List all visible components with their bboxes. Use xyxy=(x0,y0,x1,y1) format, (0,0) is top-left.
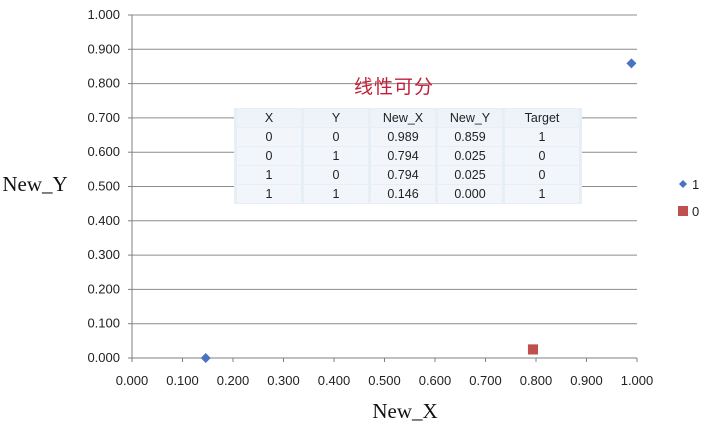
y-axis-title: New_Y xyxy=(2,172,67,196)
table-row: 0 0 0.989 0.859 1 xyxy=(237,128,579,146)
chart-title: 线性可分 xyxy=(354,76,434,98)
x-tick-label: 0.200 xyxy=(217,373,250,388)
x-tick-label: 0.100 xyxy=(166,373,199,388)
table-header-new-y: New_Y xyxy=(438,109,502,127)
x-tick-label: 0.700 xyxy=(469,373,502,388)
table-cell: 0.859 xyxy=(438,128,502,146)
y-tick-label: 0.500 xyxy=(87,179,120,194)
x-tick-label: 0.600 xyxy=(419,373,452,388)
x-tick-label: 0.900 xyxy=(570,373,603,388)
table-cell: 0.989 xyxy=(371,128,435,146)
table-cell: 0 xyxy=(505,166,579,184)
x-tick-label: 0.500 xyxy=(368,373,401,388)
table-header-target: Target xyxy=(505,109,579,127)
table-header-new-x: New_X xyxy=(371,109,435,127)
table-header-y: Y xyxy=(304,109,368,127)
y-tick-label: 0.900 xyxy=(87,41,120,56)
table-header-x: X xyxy=(237,109,301,127)
y-tick-label: 0.700 xyxy=(87,110,120,125)
y-tick-label: 0.100 xyxy=(87,316,120,331)
table-cell: 0 xyxy=(237,147,301,165)
y-tick-label: 0.200 xyxy=(87,281,120,296)
table-cell: 0 xyxy=(505,147,579,165)
y-tick-label: 0.300 xyxy=(87,247,120,262)
y-tick-labels: 0.000 0.100 0.200 0.300 0.400 0.500 0.600 0.700… xyxy=(87,7,120,365)
table-cell: 1 xyxy=(304,185,368,203)
legend-label-0: 0 xyxy=(692,204,699,219)
legend-label-1: 1 xyxy=(692,177,699,192)
table-row: 1 0 0.794 0.025 0 xyxy=(237,166,579,184)
table-cell: 1 xyxy=(505,185,579,203)
y-tick-label: 0.600 xyxy=(87,144,120,159)
y-tick-label: 0.400 xyxy=(87,213,120,228)
x-tick-label: 0.300 xyxy=(267,373,300,388)
data-point-series-1 xyxy=(626,58,637,69)
y-tick-label: 0.800 xyxy=(87,76,120,91)
y-tick-label: 1.000 xyxy=(87,7,120,22)
table-cell: 0.025 xyxy=(438,166,502,184)
x-axis-title: New_X xyxy=(372,399,437,423)
x-tick-label: 0.000 xyxy=(116,373,149,388)
x-tick-labels: 0.000 0.100 0.200 0.300 0.400 0.500 0.600 0.700… xyxy=(116,373,654,388)
data-table: X Y New_X New_Y Target 0 0 0.989 0.859 1… xyxy=(234,108,582,204)
table-cell: 0 xyxy=(304,166,368,184)
legend-marker-1 xyxy=(679,180,687,188)
table-cell: 0.794 xyxy=(371,166,435,184)
table-row: 1 1 0.146 0.000 1 xyxy=(237,185,579,203)
axes xyxy=(128,14,638,362)
table-cell: 0 xyxy=(304,128,368,146)
data-point-series-1 xyxy=(200,353,211,363)
data-points xyxy=(200,58,637,363)
table-cell: 0.025 xyxy=(438,147,502,165)
table-cell: 1 xyxy=(304,147,368,165)
table-header-row: X Y New_X New_Y Target xyxy=(237,109,579,127)
table-cell: 1 xyxy=(237,185,301,203)
x-tick-label: 1.000 xyxy=(621,373,654,388)
legend: 10 xyxy=(678,177,699,219)
table-cell: 0.794 xyxy=(371,147,435,165)
table-cell: 0.146 xyxy=(371,185,435,203)
x-tick-label: 0.400 xyxy=(318,373,351,388)
y-tick-label: 0.000 xyxy=(87,350,120,365)
legend-marker-0 xyxy=(678,206,688,216)
x-tick-label: 0.800 xyxy=(520,373,553,388)
table-cell: 0 xyxy=(237,128,301,146)
data-point-series-0 xyxy=(527,344,538,355)
table-cell: 1 xyxy=(237,166,301,184)
table-cell: 1 xyxy=(505,128,579,146)
table-cell: 0.000 xyxy=(438,185,502,203)
table-row: 0 1 0.794 0.025 0 xyxy=(237,147,579,165)
